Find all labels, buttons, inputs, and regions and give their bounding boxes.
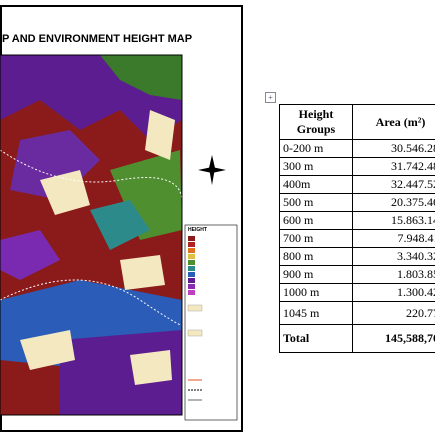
map-area: [0, 54, 187, 416]
area-cell: 31.742.485: [352, 157, 435, 176]
table-row: 500 m20.375.466: [279, 193, 435, 212]
table-container: Height Groups Area (m²) 0-200 m30.546.28…: [279, 104, 435, 353]
area-cell: 3.340.321: [352, 247, 435, 266]
area-cell: 15.863.147: [352, 211, 435, 230]
north-arrow: [198, 155, 226, 185]
height-cell: 0-200 m: [279, 139, 353, 158]
map-legend: HEIGHT: [184, 224, 238, 421]
table-row: 900 m1.803.850: [279, 265, 435, 284]
height-cell: 400m: [279, 175, 353, 194]
table-move-handle[interactable]: +: [265, 92, 276, 103]
table-row: 300 m31.742.485: [279, 157, 435, 176]
height-cell: 700 m: [279, 229, 353, 248]
height-map: P AND ENVIRONMENT HEIGHT MAP HEIGHT: [0, 5, 243, 432]
area-cell: 1.803.850: [352, 265, 435, 284]
height-cell: 300 m: [279, 157, 353, 176]
header-cell: Area (m²): [352, 104, 435, 140]
table-row: 0-200 m30.546.284: [279, 139, 435, 158]
area-cell: 30.546.284: [352, 139, 435, 158]
table-row: 600 m15.863.147: [279, 211, 435, 230]
table-body: Height Groups Area (m²) 0-200 m30.546.28…: [279, 104, 435, 353]
total-value: 145,588,700: [352, 324, 435, 353]
table-row: 800 m3.340.321: [279, 247, 435, 266]
height-cell: 600 m: [279, 211, 353, 230]
height-cell: 800 m: [279, 247, 353, 266]
height-cell: 500 m: [279, 193, 353, 212]
legend-title: HEIGHT: [188, 227, 207, 233]
area-cell: 7.948.411: [352, 229, 435, 248]
table-row: 700 m7.948.411: [279, 229, 435, 248]
table-row: 1000 m1.300.428: [279, 283, 435, 302]
height-cell: 900 m: [279, 265, 353, 284]
area-cell: 1.300.428: [352, 283, 435, 302]
map-title: P AND ENVIRONMENT HEIGHT MAP: [2, 33, 192, 45]
total-label: Total: [279, 324, 353, 353]
header-cell: Height Groups: [279, 104, 353, 140]
area-cell: 32.447.524: [352, 175, 435, 194]
height-cell: 1045 m: [279, 301, 353, 325]
header-row: Height Groups Area (m²): [279, 104, 435, 140]
area-cell: 20.375.466: [352, 193, 435, 212]
height-cell: 1000 m: [279, 283, 353, 302]
height-table: Height Groups Area (m²) 0-200 m30.546.28…: [279, 104, 435, 353]
area-cell: 220.779: [352, 301, 435, 325]
